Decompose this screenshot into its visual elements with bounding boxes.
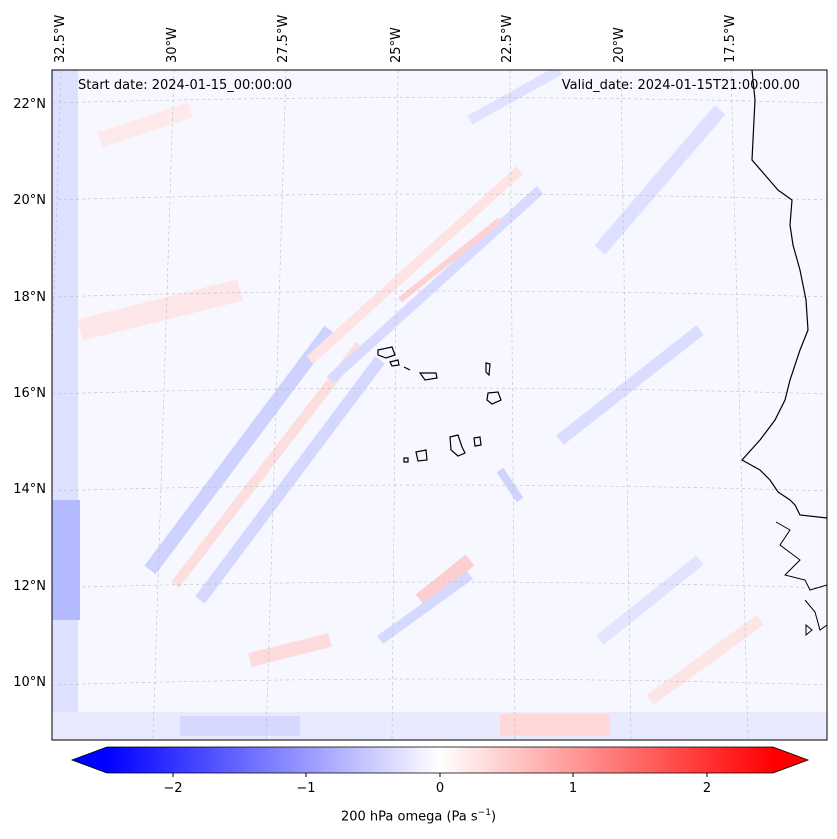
lon-label-30w: 30°W bbox=[165, 27, 180, 63]
coastline-south bbox=[775, 521, 827, 637]
lat-label-20n: 20°N bbox=[13, 193, 46, 208]
colorbar-tick-label: −1 bbox=[296, 781, 316, 796]
colorbar-label-text: 200 hPa omega (Pa s bbox=[340, 809, 478, 825]
lat-label-10n: 10°N bbox=[13, 675, 46, 690]
start-date-label: Start date: 2024-01-15_00:00:00 bbox=[78, 78, 293, 93]
colorbar-tick-label: 1 bbox=[568, 781, 578, 796]
colorbar-label-exponent: −1 bbox=[477, 808, 491, 818]
valid-date-label: Valid_date: 2024-01-15T21:00:00.00 bbox=[561, 78, 800, 93]
colorbar-label-end: ) bbox=[490, 809, 497, 825]
lat-label-18n: 18°N bbox=[13, 290, 46, 305]
lon-label-22.5w: 22.5°W bbox=[500, 14, 515, 63]
lon-label-27.5w: 27.5°W bbox=[276, 14, 291, 63]
lat-label-16n: 16°N bbox=[13, 386, 46, 401]
cape-verde-islands bbox=[377, 346, 502, 463]
lat-label-22n: 22°N bbox=[13, 97, 46, 112]
lon-label-32.5w: 32.5°W bbox=[53, 14, 68, 63]
african-coastline bbox=[741, 70, 827, 519]
colorbar-tick-label: 0 bbox=[435, 781, 445, 796]
colorbar bbox=[70, 746, 810, 777]
map-frame bbox=[51, 69, 828, 741]
lat-label-14n: 14°N bbox=[13, 482, 46, 497]
omega-field bbox=[52, 70, 827, 740]
colorbar-tick-label: 2 bbox=[702, 781, 712, 796]
colorbar-label: 200 hPa omega (Pa s−1) bbox=[0, 808, 837, 824]
lon-label-17.5w: 17.5°W bbox=[723, 14, 738, 63]
lon-label-20w: 20°W bbox=[612, 27, 627, 63]
gridlines bbox=[52, 70, 827, 740]
colorbar-tick-label: −2 bbox=[163, 781, 183, 796]
lat-label-12n: 12°N bbox=[13, 579, 46, 594]
lon-label-25w: 25°W bbox=[389, 27, 404, 63]
